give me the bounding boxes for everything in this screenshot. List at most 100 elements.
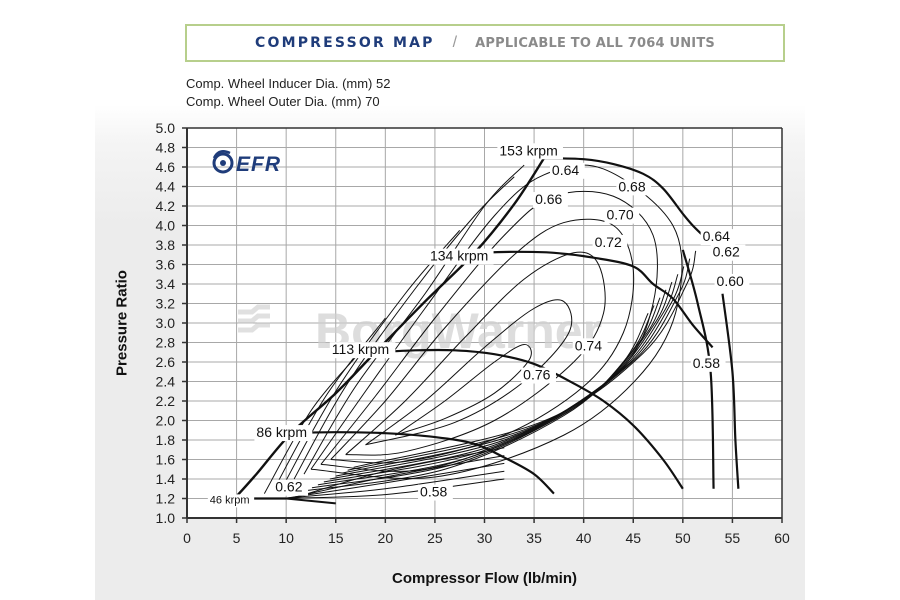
efficiency-contour bbox=[288, 455, 505, 499]
spec-inducer-diameter: Comp. Wheel Inducer Dia. (mm) 52 bbox=[186, 76, 391, 91]
y-tick-label: 2.0 bbox=[156, 413, 176, 429]
efficiency-label: 0.60 bbox=[717, 273, 744, 289]
y-tick-label: 1.2 bbox=[156, 491, 176, 507]
x-tick-label: 30 bbox=[477, 530, 493, 546]
efficiency-label: 0.76 bbox=[523, 367, 550, 383]
y-tick-label: 4.4 bbox=[156, 179, 176, 195]
label-background bbox=[592, 234, 628, 251]
label-background bbox=[254, 425, 313, 442]
y-tick-label: 4.8 bbox=[156, 140, 176, 156]
speed-line bbox=[543, 157, 704, 237]
efficiency-label: 0.74 bbox=[575, 337, 602, 353]
y-tick-label: 5.0 bbox=[156, 120, 176, 136]
efficiency-label: 0.58 bbox=[420, 484, 447, 500]
efficiency-label: 0.64 bbox=[703, 228, 730, 244]
efficiency-label: 0.62 bbox=[713, 244, 740, 260]
y-axis-title: Pressure Ratio bbox=[113, 270, 131, 376]
spec-outer-diameter: Comp. Wheel Outer Dia. (mm) 70 bbox=[186, 94, 380, 109]
y-tick-label: 3.0 bbox=[156, 315, 176, 331]
label-background bbox=[714, 273, 750, 290]
efficiency-label: 0.58 bbox=[693, 355, 720, 371]
efficiency-contour bbox=[330, 218, 635, 464]
efficiency-contour bbox=[291, 447, 505, 499]
borgwarner-emblem-icon bbox=[238, 304, 270, 333]
label-background bbox=[497, 143, 563, 160]
efficiency-contour bbox=[394, 343, 532, 436]
label-background bbox=[572, 338, 608, 355]
efficiency-contour bbox=[310, 164, 683, 480]
y-tick-label: 3.8 bbox=[156, 237, 176, 253]
x-tick-label: 5 bbox=[233, 530, 241, 546]
label-background bbox=[690, 355, 726, 372]
speed-label: 86 krpm bbox=[256, 424, 307, 440]
y-tick-label: 1.0 bbox=[156, 510, 176, 526]
efficiency-contour bbox=[311, 305, 655, 489]
x-tick-label: 20 bbox=[378, 530, 394, 546]
y-tick-label: 2.2 bbox=[156, 393, 176, 409]
x-tick-label: 15 bbox=[328, 530, 344, 546]
label-background bbox=[427, 248, 494, 265]
grid-lines bbox=[186, 127, 783, 519]
label-background bbox=[710, 244, 746, 261]
efr-logo: EFR bbox=[212, 150, 280, 176]
efficiency-label: 0.68 bbox=[618, 178, 645, 194]
efficiency-contour bbox=[317, 297, 661, 486]
x-tick-label: 35 bbox=[526, 530, 542, 546]
y-tick-label: 4.2 bbox=[156, 198, 176, 214]
efficiency-contour bbox=[345, 251, 606, 456]
efficiency-contour bbox=[273, 317, 386, 489]
speed-label: 153 krpm bbox=[499, 142, 557, 158]
y-tick-label: 4.0 bbox=[156, 218, 176, 234]
efficiency-label: 0.64 bbox=[552, 162, 579, 178]
efficiency-contour bbox=[293, 176, 515, 480]
x-tick-label: 10 bbox=[278, 530, 294, 546]
x-tick-label: 25 bbox=[427, 530, 443, 546]
speed-label: 46 krpm bbox=[210, 494, 250, 506]
y-tick-label: 1.6 bbox=[156, 452, 176, 468]
efficiency-contour bbox=[353, 250, 697, 468]
label-background bbox=[533, 192, 568, 209]
y-tick-label: 3.2 bbox=[156, 296, 176, 312]
axes: 1.0 1.2 1.4 1.6 1.8 2.0 2.2 2.4 2.6 2.8 3.0 3.2 3.4 3… bbox=[156, 120, 790, 546]
x-tick-label: 60 bbox=[774, 530, 790, 546]
label-background bbox=[273, 479, 309, 496]
efficiency-label: 0.70 bbox=[606, 207, 633, 223]
chart-title-box: COMPRESSOR MAP / APPLICABLE TO ALL 7064 … bbox=[185, 24, 785, 62]
x-tick-label: 0 bbox=[183, 530, 191, 546]
efficiency-contour bbox=[276, 478, 505, 499]
x-tick-label: 55 bbox=[725, 530, 741, 546]
efficiency-contour bbox=[263, 356, 356, 494]
speed-line bbox=[474, 250, 714, 349]
choke-line bbox=[681, 249, 715, 489]
annotations: 153 krpm 134 krpm 113 krpm 86 krpm 46 krpm 0.… bbox=[207, 142, 750, 508]
speed-label: 113 krpm bbox=[332, 341, 389, 357]
choke-line bbox=[721, 293, 740, 489]
x-tick-label: 45 bbox=[625, 530, 641, 546]
label-background bbox=[418, 484, 453, 501]
y-tick-label: 2.4 bbox=[156, 374, 176, 390]
efficiency-label: 0.62 bbox=[275, 479, 302, 495]
x-axis-title: Compressor Flow (lb/min) bbox=[391, 570, 577, 587]
chart-title: COMPRESSOR MAP bbox=[255, 35, 435, 51]
label-background bbox=[616, 179, 652, 196]
label-background bbox=[207, 494, 255, 508]
efficiency-contour bbox=[347, 258, 691, 471]
x-tick-label: 40 bbox=[576, 530, 592, 546]
efficiency-contour bbox=[280, 470, 505, 499]
chart-subtitle: APPLICABLE TO ALL 7064 UNITS bbox=[475, 35, 715, 51]
y-tick-label: 2.8 bbox=[156, 335, 176, 351]
efficiency-label: 0.72 bbox=[595, 234, 622, 250]
y-tick-label: 3.6 bbox=[156, 257, 176, 273]
x-tick-label: 50 bbox=[675, 530, 691, 546]
y-tick-label: 1.8 bbox=[156, 432, 176, 448]
label-background bbox=[521, 367, 556, 384]
efficiency-label: 0.66 bbox=[535, 191, 562, 207]
y-tick-label: 3.4 bbox=[156, 276, 176, 292]
speed-line bbox=[291, 431, 555, 495]
efficiency-contour bbox=[365, 299, 573, 446]
title-separator: / bbox=[452, 34, 458, 51]
speed-line bbox=[286, 497, 336, 505]
turbo-swirl-icon bbox=[212, 150, 234, 174]
label-background bbox=[604, 207, 640, 224]
